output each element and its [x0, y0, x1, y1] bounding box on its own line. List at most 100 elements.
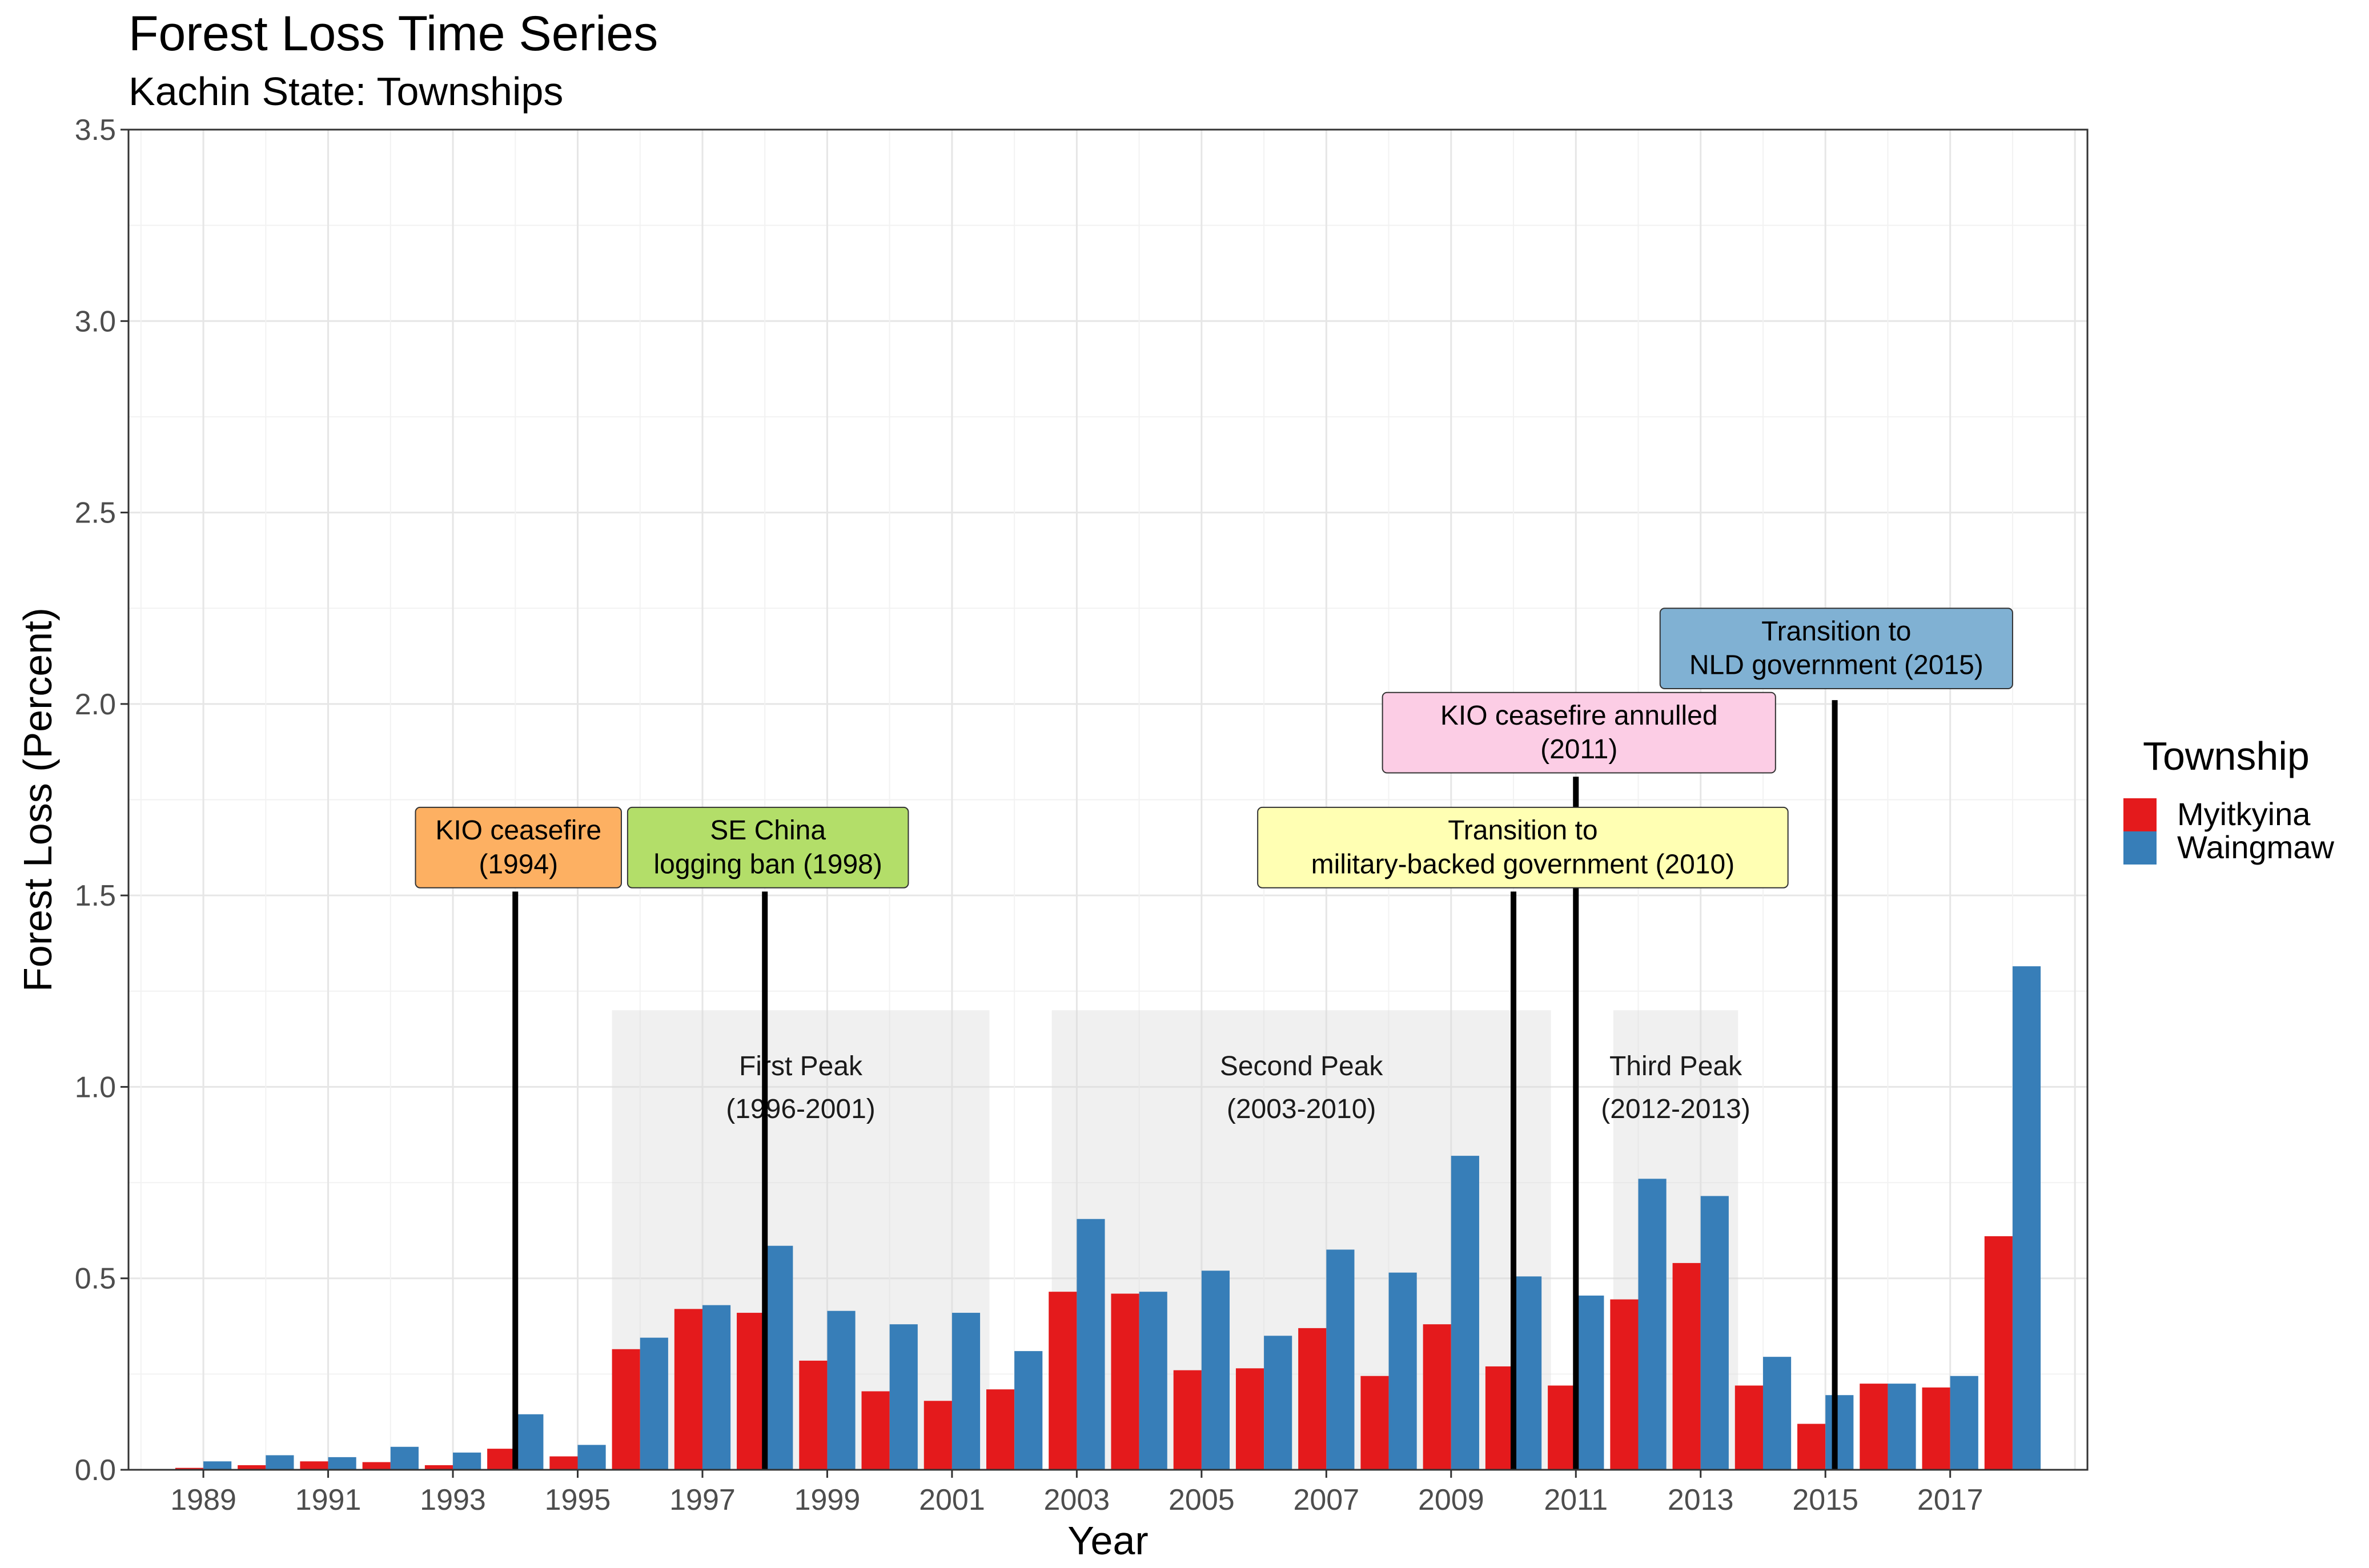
bar-waingmaw: [1388, 1272, 1417, 1470]
x-tick-label: 1997: [669, 1483, 736, 1517]
x-axis-title: Year: [1067, 1518, 1148, 1563]
bar-myitkyina: [1423, 1324, 1451, 1470]
peak-label: Second Peak: [1220, 1051, 1384, 1081]
event-label-box: [1659, 608, 2013, 690]
bar-waingmaw: [203, 1461, 232, 1470]
x-tick-label: 1989: [170, 1483, 236, 1517]
bar-myitkyina: [1860, 1384, 1888, 1470]
bar-myitkyina: [737, 1313, 765, 1470]
bar-myitkyina: [986, 1389, 1015, 1470]
bar-myitkyina: [1111, 1293, 1139, 1470]
bar-myitkyina: [300, 1461, 328, 1470]
bar-waingmaw: [1576, 1295, 1604, 1470]
bar-waingmaw: [1762, 1357, 1792, 1470]
bar-waingmaw: [515, 1414, 544, 1470]
y-tick-label: 2.0: [75, 688, 116, 721]
x-tick-label: 1991: [295, 1483, 362, 1517]
axes: 0.0 0.5 1.0 1.5 2.0 2.5 3.0 3.5 1989 1991 1993 1995…: [75, 114, 1983, 1517]
bar-myitkyina: [1235, 1368, 1264, 1470]
y-tick-label: 1.0: [75, 1071, 116, 1104]
bar-myitkyina: [1610, 1299, 1639, 1470]
bar-myitkyina: [1797, 1424, 1826, 1470]
legend-swatch-myitkyina: [2123, 798, 2157, 831]
x-tick-label: 1993: [420, 1483, 486, 1517]
bar-myitkyina: [1734, 1385, 1763, 1470]
peak-range: (2003-2010): [1227, 1094, 1376, 1124]
bar-myitkyina: [362, 1462, 391, 1470]
bar-waingmaw: [1326, 1249, 1355, 1470]
bar-waingmaw: [1825, 1395, 1854, 1470]
bar-myitkyina: [923, 1401, 952, 1470]
bar-myitkyina: [1173, 1370, 1202, 1470]
x-tick-label: 2009: [1418, 1483, 1484, 1517]
event-label-box: [415, 806, 622, 888]
y-tick-label: 0.5: [75, 1263, 116, 1296]
x-tick-label: 2005: [1169, 1483, 1235, 1517]
bar-waingmaw: [1888, 1384, 1916, 1470]
y-tick-label: 2.5: [75, 497, 116, 530]
peak-range: (2012-2013): [1601, 1094, 1750, 1124]
y-tick-label: 3.5: [75, 114, 116, 147]
y-tick-label: 0.0: [75, 1454, 116, 1487]
peak-label: First Peak: [739, 1051, 863, 1081]
legend-title: Township: [2143, 734, 2310, 778]
event-label-line2: (1994): [479, 849, 558, 879]
bar-myitkyina: [238, 1465, 266, 1470]
bar-waingmaw: [1201, 1271, 1230, 1470]
x-tick-label: 2013: [1668, 1483, 1734, 1517]
event-label-box: [1382, 691, 1776, 774]
bar-waingmaw: [1077, 1219, 1105, 1470]
peak-label: Third Peak: [1609, 1051, 1742, 1081]
bar-waingmaw: [1638, 1179, 1667, 1470]
chart-subtitle: Kachin State: Townships: [129, 69, 563, 114]
bar-waingmaw: [390, 1446, 419, 1470]
event-label-line1: Transition to: [1761, 617, 1911, 647]
bar-waingmaw: [640, 1337, 668, 1470]
bar-waingmaw: [1014, 1351, 1043, 1470]
legend-label-waingmaw: Waingmaw: [2177, 829, 2334, 865]
bar-waingmaw: [702, 1305, 731, 1470]
bar-waingmaw: [1451, 1156, 1479, 1470]
bar-waingmaw: [1700, 1196, 1729, 1470]
bar-series: [175, 966, 2041, 1470]
bar-myitkyina: [1548, 1385, 1576, 1470]
x-tick-label: 1995: [545, 1483, 611, 1517]
bar-myitkyina: [861, 1391, 890, 1470]
event-label-box: [627, 806, 909, 888]
event-label-box: [1257, 806, 1789, 888]
bar-waingmaw: [1264, 1336, 1292, 1470]
bar-waingmaw: [1950, 1376, 1978, 1470]
bar-waingmaw: [577, 1445, 606, 1470]
event-label-line2: NLD government (2015): [1689, 650, 1983, 681]
bar-waingmaw: [765, 1245, 793, 1470]
bar-myitkyina: [612, 1349, 640, 1470]
event-label-line1: KIO ceasefire annulled: [1440, 701, 1718, 731]
peak-range: (1996-2001): [726, 1094, 876, 1124]
bar-waingmaw: [453, 1452, 481, 1470]
bar-waingmaw: [2012, 966, 2041, 1470]
x-tick-label: 2011: [1544, 1483, 1608, 1517]
bar-waingmaw: [889, 1324, 918, 1470]
x-tick-label: 2003: [1044, 1483, 1110, 1517]
event-label-line2: (2011): [1540, 734, 1617, 765]
bar-myitkyina: [1049, 1292, 1077, 1470]
bar-myitkyina: [1922, 1387, 1950, 1470]
bar-waingmaw: [951, 1313, 981, 1470]
x-tick-label: 2007: [1293, 1483, 1359, 1517]
bar-myitkyina: [549, 1456, 578, 1470]
event-label-line2: logging ban (1998): [654, 849, 882, 879]
x-tick-label: 2015: [1792, 1483, 1858, 1517]
bar-myitkyina: [487, 1449, 516, 1470]
y-axis-title: Forest Loss (Percent): [15, 608, 60, 992]
x-tick-label: 2001: [919, 1483, 985, 1517]
bar-myitkyina: [674, 1309, 702, 1470]
bar-myitkyina: [424, 1465, 453, 1470]
bar-myitkyina: [1672, 1263, 1701, 1470]
bar-waingmaw: [266, 1455, 294, 1470]
y-tick-label: 3.0: [75, 305, 116, 338]
plot-border: [127, 128, 2089, 1471]
bar-waingmaw: [827, 1310, 856, 1470]
legend-label-myitkyina: Myitkyina: [2177, 796, 2311, 832]
